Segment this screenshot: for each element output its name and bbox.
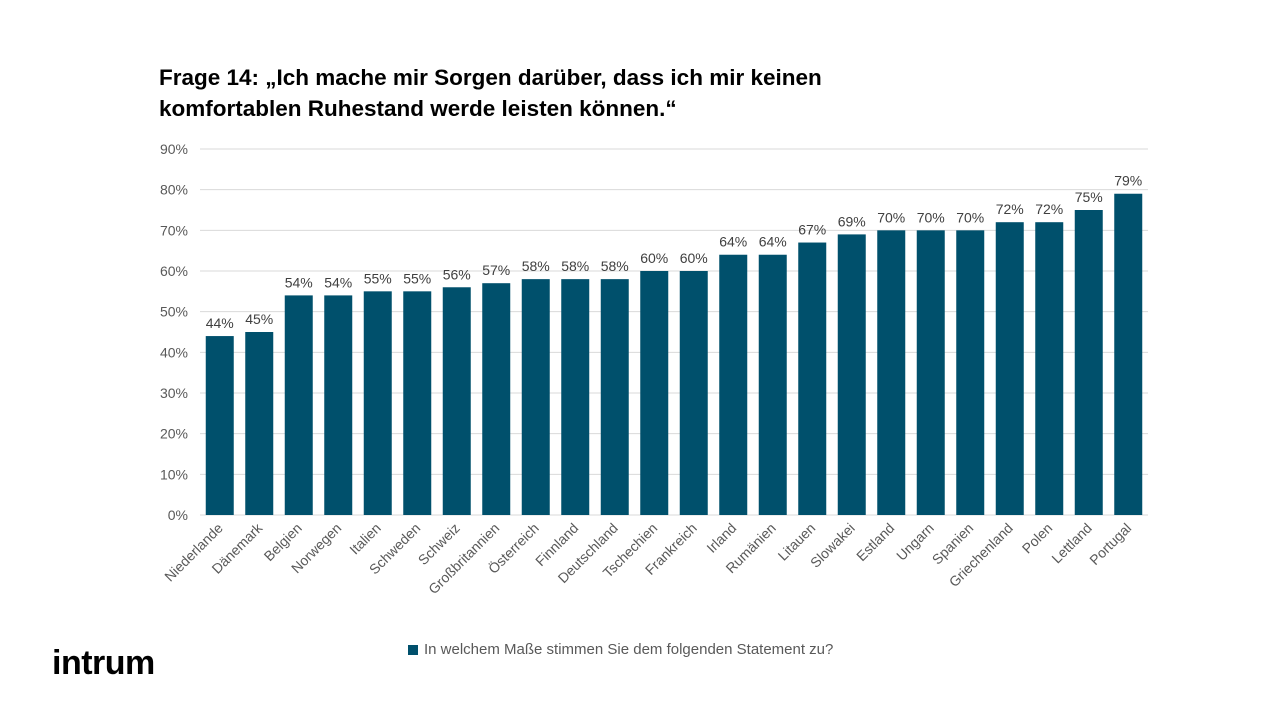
x-tick-label: Irland	[703, 520, 739, 556]
bar	[758, 254, 787, 515]
data-label: 56%	[443, 266, 471, 282]
intrum-logo: intrum	[52, 644, 155, 682]
data-label: 60%	[680, 250, 708, 266]
y-tick-label: 60%	[160, 263, 188, 279]
data-label: 54%	[324, 274, 352, 290]
bar	[837, 234, 866, 515]
bar	[956, 230, 985, 516]
chart-title-line-1: Frage 14: „Ich mache mir Sorgen darüber,…	[159, 65, 822, 90]
chart-title-line-2: komfortablen Ruhestand werde leisten kön…	[159, 96, 677, 121]
data-label: 58%	[522, 258, 550, 274]
data-label: 45%	[245, 311, 273, 327]
y-tick-label: 70%	[160, 222, 188, 238]
bar	[877, 230, 906, 516]
data-label: 69%	[838, 213, 866, 229]
bar	[679, 271, 708, 515]
x-tick-label: Italien	[346, 520, 384, 558]
x-tick-label: Portugal	[1086, 520, 1134, 568]
data-label: 72%	[996, 201, 1024, 217]
y-tick-label: 10%	[160, 466, 188, 482]
bar	[521, 279, 550, 515]
data-label: 60%	[640, 250, 668, 266]
bar	[719, 254, 748, 515]
x-tick-label: Estland	[853, 520, 897, 564]
bar	[324, 295, 353, 515]
bar	[482, 283, 511, 515]
data-label: 64%	[759, 234, 787, 250]
data-label: 54%	[285, 274, 313, 290]
y-tick-label: 20%	[160, 426, 188, 442]
bar	[798, 242, 827, 516]
y-tick-label: 40%	[160, 344, 188, 360]
bar	[640, 271, 669, 515]
bar	[284, 295, 313, 515]
data-label: 79%	[1114, 173, 1142, 189]
data-label: 72%	[1035, 201, 1063, 217]
data-label: 70%	[956, 209, 984, 225]
bar-chart: 0%10%20%30%40%50%60%70%80%90%44%Niederla…	[160, 141, 1148, 597]
bar	[600, 279, 629, 515]
bar	[205, 336, 234, 515]
x-tick-label: Polen	[1019, 520, 1056, 557]
bar	[561, 279, 590, 515]
data-label: 64%	[719, 234, 747, 250]
bar	[1035, 222, 1064, 515]
bar	[1074, 210, 1103, 515]
data-label: 44%	[206, 315, 234, 331]
chart-title: Frage 14: „Ich mache mir Sorgen darüber,…	[159, 62, 919, 124]
legend-label: In welchem Maße stimmen Sie dem folgende…	[424, 641, 834, 658]
data-label: 67%	[798, 222, 826, 238]
bar	[442, 287, 471, 515]
bar	[245, 332, 274, 515]
legend-swatch	[408, 644, 418, 655]
bar	[363, 291, 392, 515]
bar	[916, 230, 945, 516]
data-label: 57%	[482, 262, 510, 278]
bar	[1114, 193, 1143, 515]
y-tick-label: 0%	[168, 507, 188, 523]
data-label: 70%	[917, 209, 945, 225]
legend: In welchem Maße stimmen Sie dem folgende…	[408, 641, 833, 658]
data-label: 75%	[1075, 189, 1103, 205]
data-label: 55%	[364, 270, 392, 286]
bar	[403, 291, 432, 515]
y-tick-label: 90%	[160, 141, 188, 157]
data-label: 58%	[561, 258, 589, 274]
data-label: 58%	[601, 258, 629, 274]
y-tick-label: 50%	[160, 304, 188, 320]
y-tick-label: 30%	[160, 385, 188, 401]
y-tick-label: 80%	[160, 182, 188, 198]
bar	[995, 222, 1024, 515]
data-label: 70%	[877, 209, 905, 225]
data-label: 55%	[403, 270, 431, 286]
